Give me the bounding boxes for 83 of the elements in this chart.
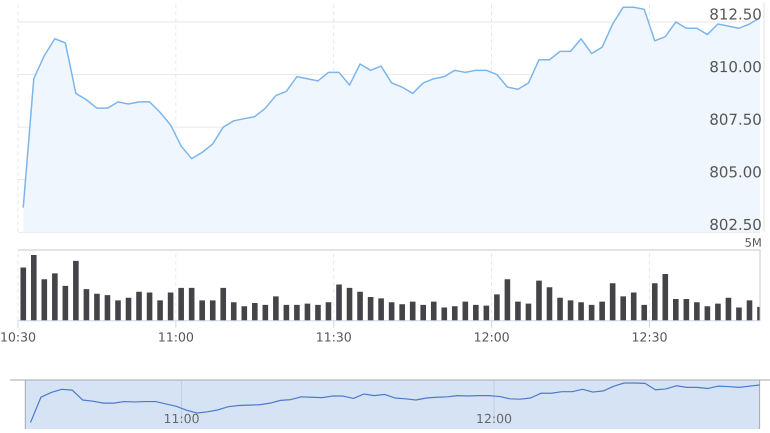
bar bbox=[199, 300, 205, 321]
bar bbox=[441, 308, 448, 321]
bar bbox=[452, 306, 458, 321]
bar bbox=[304, 304, 310, 321]
bar bbox=[588, 304, 594, 321]
bar bbox=[262, 304, 268, 321]
bar bbox=[610, 283, 616, 321]
bar bbox=[388, 302, 394, 321]
bar bbox=[620, 296, 626, 321]
y-tick-label: 807.50 bbox=[710, 114, 761, 125]
bar bbox=[494, 294, 500, 321]
bar bbox=[673, 299, 679, 321]
bar bbox=[20, 267, 26, 321]
x-tick-label: 11:00 bbox=[164, 414, 199, 424]
bar bbox=[526, 304, 532, 321]
bar bbox=[42, 279, 48, 321]
bar bbox=[294, 304, 300, 321]
bar bbox=[178, 288, 184, 321]
bar bbox=[30, 254, 37, 321]
bar bbox=[126, 298, 132, 321]
bar bbox=[746, 300, 752, 321]
y-tick-label: 802.50 bbox=[710, 218, 761, 230]
bar bbox=[230, 302, 237, 321]
bar bbox=[484, 306, 490, 321]
bar bbox=[346, 288, 352, 321]
bar bbox=[62, 286, 68, 321]
bar bbox=[326, 302, 332, 321]
bar bbox=[241, 306, 248, 321]
bar bbox=[420, 304, 426, 321]
bar bbox=[104, 295, 110, 321]
y-tick-label: 812.50 bbox=[710, 8, 761, 20]
bar bbox=[504, 279, 510, 321]
x-tick-label: 11:30 bbox=[317, 332, 351, 342]
bar bbox=[652, 283, 658, 321]
bar bbox=[315, 304, 321, 321]
bar bbox=[52, 273, 58, 321]
bar bbox=[368, 297, 374, 321]
bar bbox=[515, 302, 521, 321]
x-tick-label: 12:00 bbox=[474, 332, 509, 342]
bar bbox=[73, 260, 79, 321]
bar bbox=[726, 298, 732, 321]
bar bbox=[168, 292, 174, 321]
bar bbox=[462, 302, 468, 321]
bar bbox=[146, 292, 152, 321]
bar bbox=[536, 280, 542, 321]
bar bbox=[378, 298, 384, 321]
bar bbox=[568, 300, 574, 321]
bar bbox=[630, 292, 637, 321]
bar bbox=[336, 284, 342, 321]
text: 5M bbox=[745, 238, 761, 247]
bar bbox=[210, 300, 216, 321]
y-tick-label: 810.00 bbox=[710, 60, 761, 72]
bar bbox=[430, 302, 437, 321]
x-tick-label: 12:00 bbox=[477, 414, 512, 424]
bar bbox=[715, 304, 721, 321]
x-tick-label: 10:30 bbox=[1, 332, 36, 342]
bar bbox=[273, 296, 279, 321]
bar bbox=[399, 304, 405, 321]
x-tick-label: 11:00 bbox=[159, 332, 194, 342]
bar bbox=[188, 288, 194, 321]
bar bbox=[694, 302, 700, 321]
bar bbox=[578, 302, 584, 321]
bar bbox=[157, 300, 163, 321]
bar bbox=[599, 302, 605, 321]
bar bbox=[473, 304, 479, 321]
y-tick-label: 805.00 bbox=[710, 166, 761, 178]
bar bbox=[220, 288, 226, 321]
bar bbox=[410, 302, 416, 321]
bar bbox=[704, 306, 710, 321]
bar bbox=[136, 292, 142, 321]
bar bbox=[662, 274, 668, 321]
bar bbox=[115, 300, 121, 321]
bar bbox=[684, 299, 690, 321]
bar bbox=[546, 287, 552, 321]
x-tick-label: 12:30 bbox=[632, 332, 667, 342]
bar bbox=[84, 289, 90, 321]
bar bbox=[357, 292, 363, 321]
bar bbox=[94, 294, 100, 321]
bar bbox=[736, 308, 742, 321]
bar bbox=[252, 302, 258, 321]
bar bbox=[284, 304, 290, 321]
bar bbox=[557, 298, 563, 321]
bar bbox=[641, 304, 648, 321]
